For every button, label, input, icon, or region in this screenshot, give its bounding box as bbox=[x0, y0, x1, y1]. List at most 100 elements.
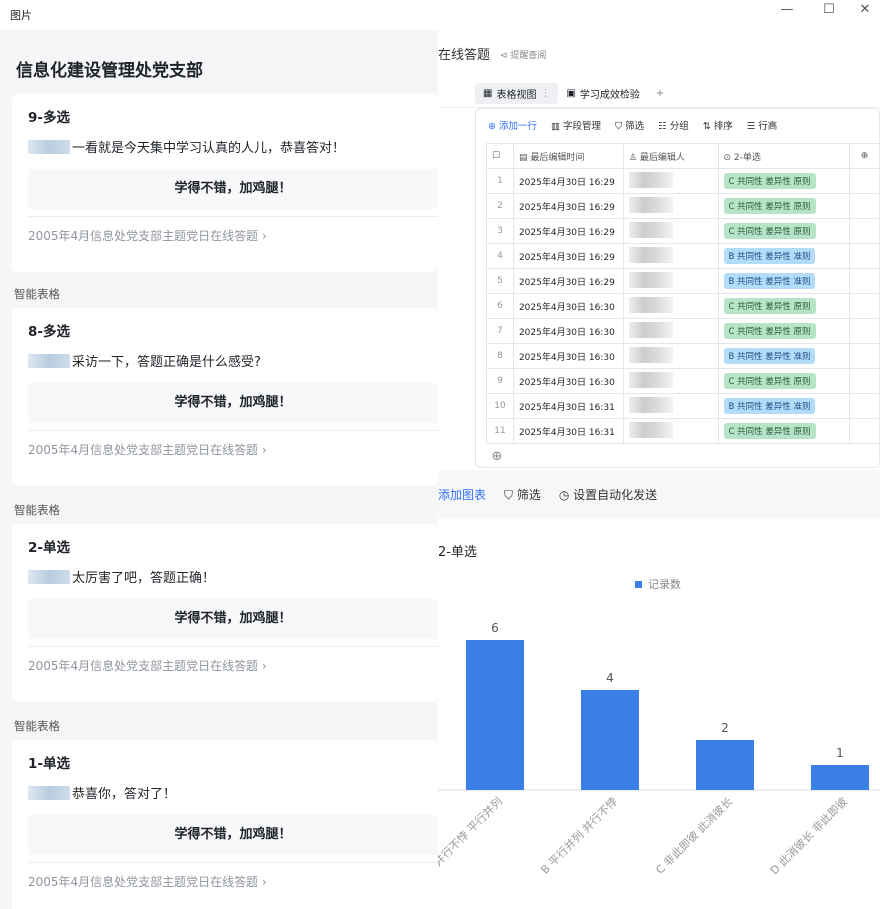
tab-table-view[interactable]: ▦ 表格视图 ⋮ bbox=[475, 82, 559, 104]
editor-cell[interactable] bbox=[622, 368, 719, 394]
divider bbox=[28, 216, 438, 217]
edit-time-cell[interactable]: 2025年4月30日 16:30 bbox=[512, 318, 624, 344]
choice-cell[interactable]: C 共同性 差异性 原则 bbox=[717, 218, 851, 244]
blurred-name bbox=[28, 139, 70, 154]
tab-label: 表格视图 bbox=[496, 89, 537, 101]
choice-cell[interactable]: C 共同性 差异性 原则 bbox=[717, 193, 851, 219]
choice-cell[interactable]: B 共同性 差异性 准则 bbox=[717, 243, 851, 269]
choice-cell[interactable]: C 共同性 差异性 原则 bbox=[717, 368, 851, 394]
edit-time-cell[interactable]: 2025年4月30日 16:30 bbox=[512, 293, 624, 319]
empty-cell bbox=[849, 343, 880, 369]
editor-cell[interactable] bbox=[622, 168, 719, 194]
close-button[interactable]: ✕ bbox=[859, 2, 871, 17]
editor-cell[interactable] bbox=[622, 318, 719, 344]
table-row[interactable]: 8 2025年4月30日 16:30 B 共同性 差异性 准则 bbox=[486, 343, 880, 369]
data-label: 6 bbox=[491, 621, 499, 635]
editor-cell[interactable] bbox=[622, 393, 719, 419]
remind-button[interactable]: ⊲ 提醒查阅 bbox=[500, 51, 547, 61]
doc-title: 在线答题 bbox=[438, 48, 491, 63]
more-icon[interactable]: ⋮ bbox=[540, 87, 551, 99]
choice-tag: C 共同性 差异性 原则 bbox=[723, 323, 816, 339]
row-number: 9 bbox=[486, 368, 514, 394]
table-row[interactable]: 4 2025年4月30日 16:29 B 共同性 差异性 准则 bbox=[486, 243, 880, 269]
choice-cell[interactable]: C 共同性 差异性 原则 bbox=[717, 418, 851, 444]
table-row[interactable]: 11 2025年4月30日 16:31 C 共同性 差异性 原则 bbox=[486, 418, 880, 444]
edit-time-cell[interactable]: 2025年4月30日 16:30 bbox=[512, 343, 624, 369]
edit-time-cell[interactable]: 2025年4月30日 16:29 bbox=[512, 218, 624, 244]
edit-time-cell[interactable]: 2025年4月30日 16:29 bbox=[512, 168, 624, 194]
maximize-button[interactable]: ☐ bbox=[823, 2, 835, 17]
row-height-button[interactable]: ☰ 行高 bbox=[746, 121, 778, 132]
choice-tag: C 共同性 差异性 原则 bbox=[723, 373, 816, 389]
editor-cell[interactable] bbox=[622, 193, 719, 219]
message-text: 恭喜你，答对了！ bbox=[28, 783, 176, 802]
reward-button[interactable]: 学得不错，加鸡腿！ bbox=[28, 169, 438, 209]
choice-cell[interactable]: C 共同性 差异性 原则 bbox=[717, 318, 851, 344]
data-label: 4 bbox=[606, 671, 614, 685]
editor-cell[interactable] bbox=[622, 293, 719, 319]
choice-cell[interactable]: B 共同性 差异性 准则 bbox=[717, 343, 851, 369]
group-button[interactable]: ☷ 分组 bbox=[658, 121, 689, 132]
chart-filter-button[interactable]: ⛉ 筛选 bbox=[504, 488, 541, 502]
editor-cell[interactable] bbox=[622, 218, 719, 244]
reward-button[interactable]: 学得不错，加鸡腿！ bbox=[28, 815, 438, 855]
message-card: 8-多选 采访一下，答题正确是什么感受? 学得不错，加鸡腿！ 2005年4月信息… bbox=[12, 308, 438, 486]
add-row-button[interactable]: ⊕ 添加一行 bbox=[488, 121, 537, 132]
category-label: A 并行不悖 平行并列 bbox=[438, 794, 505, 876]
choice-cell[interactable]: C 共同性 差异性 原则 bbox=[717, 168, 851, 194]
bar[interactable] bbox=[696, 740, 754, 790]
edit-time-cell[interactable]: 2025年4月30日 16:29 bbox=[512, 268, 624, 294]
table-row[interactable]: 1 2025年4月30日 16:29 C 共同性 差异性 原则 bbox=[486, 168, 880, 194]
filter-button[interactable]: ⛉ 筛选 bbox=[615, 121, 645, 132]
add-view-button[interactable]: + bbox=[655, 87, 665, 99]
sort-button[interactable]: ⇅ 排序 bbox=[702, 121, 733, 132]
card-footer-link[interactable]: 2005年4月信息处党支部主题党日在线答题 › bbox=[28, 229, 267, 243]
column-header-choice[interactable]: ⊙ 2-单选 bbox=[717, 143, 851, 169]
edit-time-cell[interactable]: 2025年4月30日 16:30 bbox=[512, 368, 624, 394]
reward-button[interactable]: 学得不错，加鸡腿！ bbox=[28, 383, 438, 423]
field-manage-button[interactable]: ▥ 字段管理 bbox=[551, 121, 602, 132]
edit-time-cell[interactable]: 2025年4月30日 16:31 bbox=[512, 393, 624, 419]
choice-cell[interactable]: B 共同性 差异性 准则 bbox=[717, 393, 851, 419]
editor-cell[interactable] bbox=[622, 268, 719, 294]
card-footer-link[interactable]: 2005年4月信息处党支部主题党日在线答题 › bbox=[28, 659, 267, 673]
reward-button[interactable]: 学得不错，加鸡腿！ bbox=[28, 599, 438, 639]
bar[interactable] bbox=[811, 765, 869, 790]
table-row[interactable]: 3 2025年4月30日 16:29 C 共同性 差异性 原则 bbox=[486, 218, 880, 244]
card-footer-link[interactable]: 2005年4月信息处党支部主题党日在线答题 › bbox=[28, 443, 267, 457]
add-column-button[interactable]: ⊕ bbox=[849, 143, 880, 169]
divider bbox=[28, 430, 438, 431]
empty-cell bbox=[849, 168, 880, 194]
editor-cell[interactable] bbox=[622, 418, 719, 444]
blurred-name bbox=[28, 569, 70, 584]
bar[interactable] bbox=[581, 690, 639, 790]
table-row[interactable]: 2 2025年4月30日 16:29 C 共同性 差异性 原则 bbox=[486, 193, 880, 219]
column-header-editor[interactable]: ♙ 最后编辑人 bbox=[622, 143, 719, 169]
auto-send-button[interactable]: ◷ 设置自动化发送 bbox=[558, 488, 658, 502]
tab-learning-check[interactable]: ▣ 学习成效检验 bbox=[558, 83, 647, 104]
choice-tag: C 共同性 差异性 原则 bbox=[723, 223, 816, 239]
row-number: 7 bbox=[486, 318, 514, 344]
edit-time-cell[interactable]: 2025年4月30日 16:29 bbox=[512, 193, 624, 219]
data-label: 2 bbox=[721, 721, 729, 735]
table-row[interactable]: 9 2025年4月30日 16:30 C 共同性 差异性 原则 bbox=[486, 368, 880, 394]
table-row[interactable]: 7 2025年4月30日 16:30 C 共同性 差异性 原则 bbox=[486, 318, 880, 344]
column-header-time[interactable]: ▤ 最后编辑时间 bbox=[512, 143, 624, 169]
table-row[interactable]: 10 2025年4月30日 16:31 B 共同性 差异性 准则 bbox=[486, 393, 880, 419]
choice-tag: B 共同性 差异性 准则 bbox=[723, 248, 816, 264]
edit-time-cell[interactable]: 2025年4月30日 16:31 bbox=[512, 418, 624, 444]
edit-time-cell[interactable]: 2025年4月30日 16:29 bbox=[512, 243, 624, 269]
choice-cell[interactable]: B 共同性 差异性 准则 bbox=[717, 268, 851, 294]
message-text: 太厉害了吧，答题正确！ bbox=[28, 567, 215, 586]
bar[interactable] bbox=[466, 640, 524, 790]
table-row[interactable]: 6 2025年4月30日 16:30 C 共同性 差异性 原则 bbox=[486, 293, 880, 319]
card-footer-link[interactable]: 2005年4月信息处党支部主题党日在线答题 › bbox=[28, 875, 267, 889]
select-all-checkbox[interactable]: ☐ bbox=[486, 143, 514, 169]
choice-cell[interactable]: C 共同性 差异性 原则 bbox=[717, 293, 851, 319]
editor-cell[interactable] bbox=[622, 343, 719, 369]
table-row[interactable]: 5 2025年4月30日 16:29 B 共同性 差异性 准则 bbox=[486, 268, 880, 294]
minimize-button[interactable]: — bbox=[780, 2, 794, 17]
editor-cell[interactable] bbox=[622, 243, 719, 269]
add-row-icon[interactable]: ⊕ bbox=[491, 448, 503, 464]
add-chart-button[interactable]: 添加图表 bbox=[438, 488, 487, 502]
